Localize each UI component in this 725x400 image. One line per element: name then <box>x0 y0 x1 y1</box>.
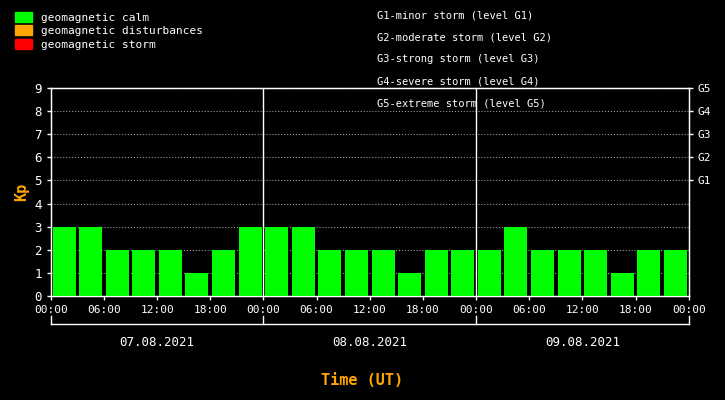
Text: Time (UT): Time (UT) <box>321 373 404 388</box>
Text: G5-extreme storm (level G5): G5-extreme storm (level G5) <box>377 98 546 108</box>
Bar <box>637 250 660 296</box>
Bar <box>610 273 634 296</box>
Text: 09.08.2021: 09.08.2021 <box>545 336 620 348</box>
Bar <box>159 250 182 296</box>
Bar <box>186 273 209 296</box>
Bar <box>531 250 554 296</box>
Text: G3-strong storm (level G3): G3-strong storm (level G3) <box>377 54 539 64</box>
Text: 08.08.2021: 08.08.2021 <box>332 336 407 348</box>
Bar <box>265 227 289 296</box>
Bar <box>505 227 528 296</box>
Bar <box>291 227 315 296</box>
Text: 07.08.2021: 07.08.2021 <box>120 336 194 348</box>
Bar <box>79 227 102 296</box>
Text: G1-minor storm (level G1): G1-minor storm (level G1) <box>377 10 534 20</box>
Bar <box>584 250 608 296</box>
Bar <box>212 250 235 296</box>
Bar <box>345 250 368 296</box>
Text: G2-moderate storm (level G2): G2-moderate storm (level G2) <box>377 32 552 42</box>
Bar <box>451 250 474 296</box>
Text: G4-severe storm (level G4): G4-severe storm (level G4) <box>377 76 539 86</box>
Bar <box>318 250 341 296</box>
Legend: geomagnetic calm, geomagnetic disturbances, geomagnetic storm: geomagnetic calm, geomagnetic disturbanc… <box>13 10 204 52</box>
Y-axis label: Kp: Kp <box>14 183 29 201</box>
Bar <box>239 227 262 296</box>
Bar <box>132 250 155 296</box>
Bar <box>664 250 687 296</box>
Bar <box>106 250 129 296</box>
Bar <box>52 227 75 296</box>
Bar <box>478 250 501 296</box>
Bar <box>398 273 421 296</box>
Bar <box>425 250 448 296</box>
Bar <box>558 250 581 296</box>
Bar <box>371 250 394 296</box>
